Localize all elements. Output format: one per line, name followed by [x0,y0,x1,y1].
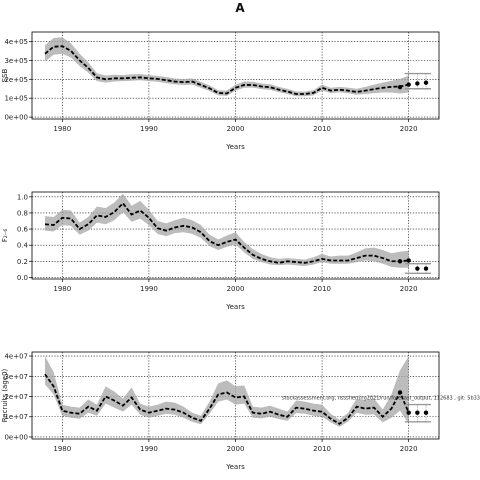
confidence-band [44,356,409,427]
x-tick-label-3: 2010 [313,445,331,453]
y-tick-label-4: 0.8 [17,209,28,217]
x-tick-label-2: 2000 [227,285,245,293]
x-tick-label-1: 1990 [140,285,158,293]
forecast-point-2 [415,410,420,415]
x-tick-label-4: 2020 [400,285,418,293]
y-tick-label-4: 4e+07 [4,353,28,361]
y-tick-label-2: 0.4 [17,242,29,250]
y-tick-label-1: 0.2 [17,258,28,266]
y-tick-label-3: 3e+07 [4,373,28,381]
x-tick-label-1: 1990 [140,125,158,133]
estimate-line [44,373,410,425]
x-tick-label-2: 2000 [227,125,245,133]
y-tick-label-0: 0e+00 [4,114,28,122]
forecast-point-3 [423,410,429,415]
annotation-text: stockassessment.org, nsssherring2021/run… [282,396,480,402]
x-tick-label-4: 2020 [400,125,418,133]
x-tick-label-0: 1980 [53,125,71,133]
y-tick-label-0: 0e+00 [4,433,28,441]
y-axis-label: Recruits (age0) [1,368,9,422]
y-tick-label-5: 1.0 [17,193,28,201]
panel-1: 1980 1990 2000 2010 2020 0e+00 1e+05 2e+05 3e+05… [1,31,440,151]
x-tick-label-4: 2020 [400,445,418,453]
confidence-band [44,37,409,97]
y-tick-label-3: 0.6 [17,226,29,234]
y-tick-label-4: 4e+05 [4,38,28,46]
estimate-line [44,201,409,264]
x-tick-label-3: 2010 [313,125,331,133]
forecast-point-2 [415,81,420,86]
y-tick-label-2: 2e+05 [4,76,28,84]
y-axis-label: SSB [1,68,9,82]
x-tick-label-0: 1980 [53,285,71,293]
panel-2: 1980 1990 2000 2010 2020 0.0 0.2 0.4 0.6 0.8 1.0 Ye… [1,191,440,311]
forecast-point-1 [406,410,411,415]
x-tick-label-3: 2010 [313,285,331,293]
y-tick-label-2: 2e+07 [4,393,28,401]
x-tick-label-2: 2000 [227,445,245,453]
forecast-point-0 [397,85,403,90]
forecast-point-1 [406,258,411,263]
panel-3: 1980 1990 2000 2010 2020 0e+00 1e+07 2e+07 3e+07… [1,351,480,471]
y-tick-label-3: 3e+05 [4,57,28,65]
y-tick-label-1: 1e+05 [4,95,28,103]
x-axis-label: Years [225,463,245,471]
estimate-line [44,45,409,95]
y-tick-label-0: 0.0 [17,274,28,282]
x-tick-label-0: 1980 [53,445,71,453]
y-tick-label-1: 1e+07 [4,413,28,421]
x-axis-label: Years [225,143,245,151]
forecast-point-3 [423,266,429,271]
forecast-point-3 [423,80,429,85]
x-axis-label: Years [225,303,245,311]
forecast-point-1 [406,82,411,87]
panels: 1980 1990 2000 2010 2020 0e+00 1e+05 2e+05 3e+05… [1,31,480,471]
y-axis-label: F₂₋₆ [1,229,9,243]
confidence-band [44,193,409,268]
figure-title: A [235,1,245,15]
forecast-point-0 [397,390,403,395]
x-tick-label-1: 1990 [140,445,158,453]
forecast-point-0 [397,259,403,264]
forecast-point-2 [415,266,420,271]
